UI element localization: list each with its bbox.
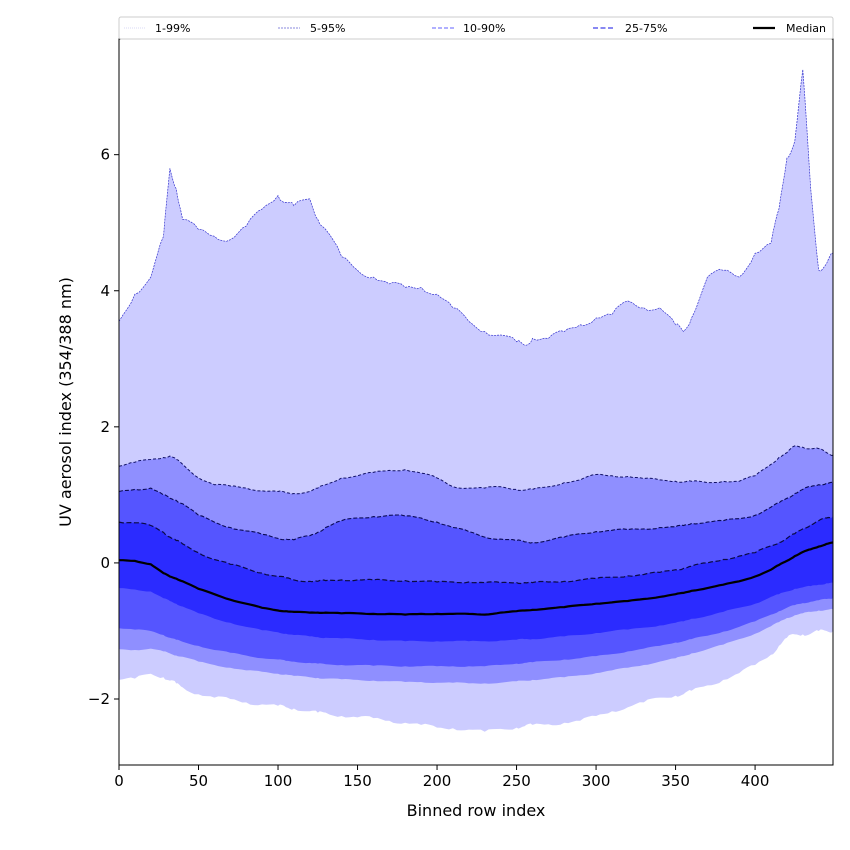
- x-tick-label: 350: [661, 772, 690, 790]
- legend-label: 10-90%: [463, 22, 505, 35]
- legend-item-5-95pct: 5-95%: [278, 22, 345, 35]
- y-tick-label: 2: [100, 418, 110, 436]
- legend-item-median: Median: [753, 22, 826, 35]
- legend-box: [118, 16, 834, 40]
- x-tick-label: 100: [264, 772, 293, 790]
- legend: 1-99% 5-95% 10-90% 25-75% Median: [118, 16, 834, 40]
- y-axis: −2 0 2 4 6: [88, 39, 120, 765]
- x-tick-label: 150: [343, 772, 372, 790]
- x-axis: 0 50 100 150 200 250 300 350 400: [114, 764, 833, 790]
- legend-label: 5-95%: [310, 22, 345, 35]
- y-tick-label: −2: [88, 690, 110, 708]
- legend-label: Median: [786, 22, 826, 35]
- legend-label: 25-75%: [625, 22, 667, 35]
- line-p99: [118, 69, 834, 346]
- percentile-lines: [118, 69, 834, 616]
- x-axis-title: Binned row index: [407, 801, 546, 820]
- line-p75: [118, 516, 834, 585]
- y-axis-title: UV aerosol index (354/388 nm): [56, 277, 75, 527]
- x-tick-label: 400: [741, 772, 770, 790]
- legend-label: 1-99%: [155, 22, 190, 35]
- x-tick-label: 250: [502, 772, 531, 790]
- x-tick-label: 0: [114, 772, 124, 790]
- line-p95: [118, 445, 833, 495]
- x-tick-label: 50: [189, 772, 208, 790]
- plot-area: [118, 38, 834, 766]
- x-tick-label: 200: [423, 772, 452, 790]
- y-tick-label: 6: [100, 146, 110, 164]
- band-25-75: [119, 517, 833, 642]
- legend-item-25-75pct: 25-75%: [593, 22, 667, 35]
- percentile-bands: [119, 69, 833, 732]
- legend-item-10-90pct: 10-90%: [432, 22, 505, 35]
- x-tick-label: 300: [582, 772, 611, 790]
- legend-item-1-99pct: 1-99%: [124, 22, 190, 35]
- y-tick-label: 0: [100, 554, 110, 572]
- line-median: [119, 541, 834, 616]
- y-tick-label: 4: [100, 282, 110, 300]
